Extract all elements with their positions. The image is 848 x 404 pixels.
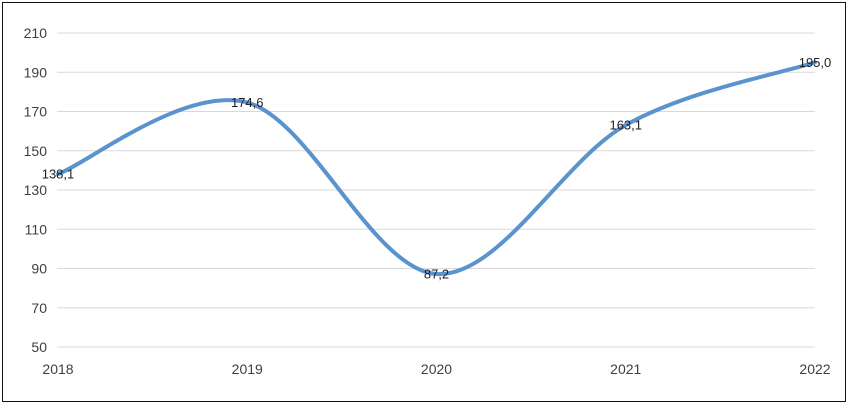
y-tick-label: 130 <box>24 182 48 198</box>
y-tick-label: 190 <box>24 64 48 80</box>
data-label: 163,1 <box>609 118 642 133</box>
data-label: 138,1 <box>42 167 75 182</box>
data-label: 87,2 <box>424 266 449 281</box>
x-tick-label: 2021 <box>610 361 641 377</box>
x-tick-label: 2018 <box>42 361 73 377</box>
x-tick-label: 2020 <box>421 361 452 377</box>
y-tick-label: 210 <box>24 25 48 41</box>
y-tick-label: 170 <box>24 104 48 120</box>
data-label: 174,6 <box>231 95 264 110</box>
y-tick-label: 70 <box>31 300 47 316</box>
x-tick-label: 2019 <box>232 361 263 377</box>
series-line <box>56 60 817 277</box>
y-tick-label: 110 <box>25 221 48 237</box>
y-tick-label: 90 <box>31 261 47 277</box>
x-tick-label: 2022 <box>799 361 830 377</box>
y-tick-label: 50 <box>31 339 47 355</box>
data-label: 195,0 <box>799 55 832 70</box>
y-tick-label: 150 <box>24 143 48 159</box>
